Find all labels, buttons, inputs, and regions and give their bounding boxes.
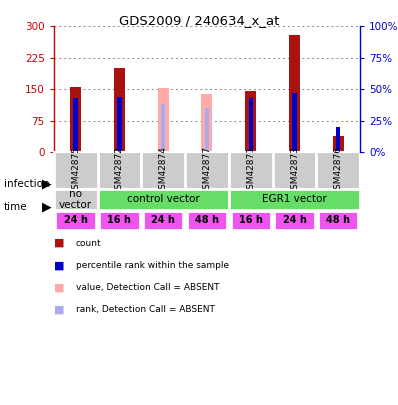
- Text: GSM42871: GSM42871: [246, 146, 255, 195]
- Bar: [117, 97, 122, 152]
- Text: 16 h: 16 h: [107, 215, 131, 225]
- Text: GSM42876: GSM42876: [334, 146, 343, 195]
- Text: GDS2009 / 240634_x_at: GDS2009 / 240634_x_at: [119, 14, 279, 27]
- Bar: [70, 87, 81, 152]
- Text: ▶: ▶: [42, 178, 52, 191]
- Text: ▶: ▶: [42, 201, 52, 214]
- Text: 48 h: 48 h: [195, 215, 219, 225]
- Bar: [230, 211, 271, 230]
- Text: control vector: control vector: [127, 194, 199, 205]
- Bar: [74, 98, 78, 152]
- Bar: [99, 211, 140, 230]
- Text: GSM42874: GSM42874: [159, 146, 168, 195]
- Bar: [229, 189, 360, 210]
- Bar: [205, 108, 209, 152]
- Bar: [292, 93, 297, 152]
- Bar: [114, 68, 125, 152]
- Bar: [54, 189, 98, 210]
- Text: ■: ■: [54, 260, 64, 270]
- Text: percentile rank within the sample: percentile rank within the sample: [76, 261, 229, 270]
- Bar: [245, 91, 256, 152]
- Bar: [248, 98, 253, 152]
- Text: no
vector: no vector: [59, 189, 92, 210]
- Text: infection: infection: [4, 179, 50, 189]
- Text: 48 h: 48 h: [326, 215, 350, 225]
- Text: 24 h: 24 h: [151, 215, 175, 225]
- Bar: [98, 189, 229, 210]
- Text: ■: ■: [54, 305, 64, 315]
- Text: GSM42873: GSM42873: [290, 146, 299, 195]
- Bar: [201, 94, 213, 152]
- Bar: [289, 35, 300, 152]
- Text: count: count: [76, 239, 101, 247]
- Text: 24 h: 24 h: [283, 215, 306, 225]
- Bar: [318, 211, 359, 230]
- Text: time: time: [4, 202, 27, 212]
- Text: GSM42875: GSM42875: [71, 146, 80, 195]
- Bar: [187, 211, 227, 230]
- Text: 24 h: 24 h: [64, 215, 88, 225]
- Text: ■: ■: [54, 283, 64, 292]
- Text: ■: ■: [54, 238, 64, 248]
- Bar: [143, 211, 183, 230]
- Bar: [274, 211, 315, 230]
- Text: GSM42872: GSM42872: [115, 146, 124, 195]
- Bar: [336, 127, 340, 152]
- Bar: [161, 104, 165, 152]
- Bar: [158, 88, 169, 152]
- Text: rank, Detection Call = ABSENT: rank, Detection Call = ABSENT: [76, 305, 215, 314]
- Text: EGR1 vector: EGR1 vector: [262, 194, 327, 205]
- Text: GSM42877: GSM42877: [203, 146, 211, 195]
- Text: 16 h: 16 h: [239, 215, 263, 225]
- Text: value, Detection Call = ABSENT: value, Detection Call = ABSENT: [76, 283, 219, 292]
- Bar: [333, 136, 344, 152]
- Bar: [55, 211, 96, 230]
